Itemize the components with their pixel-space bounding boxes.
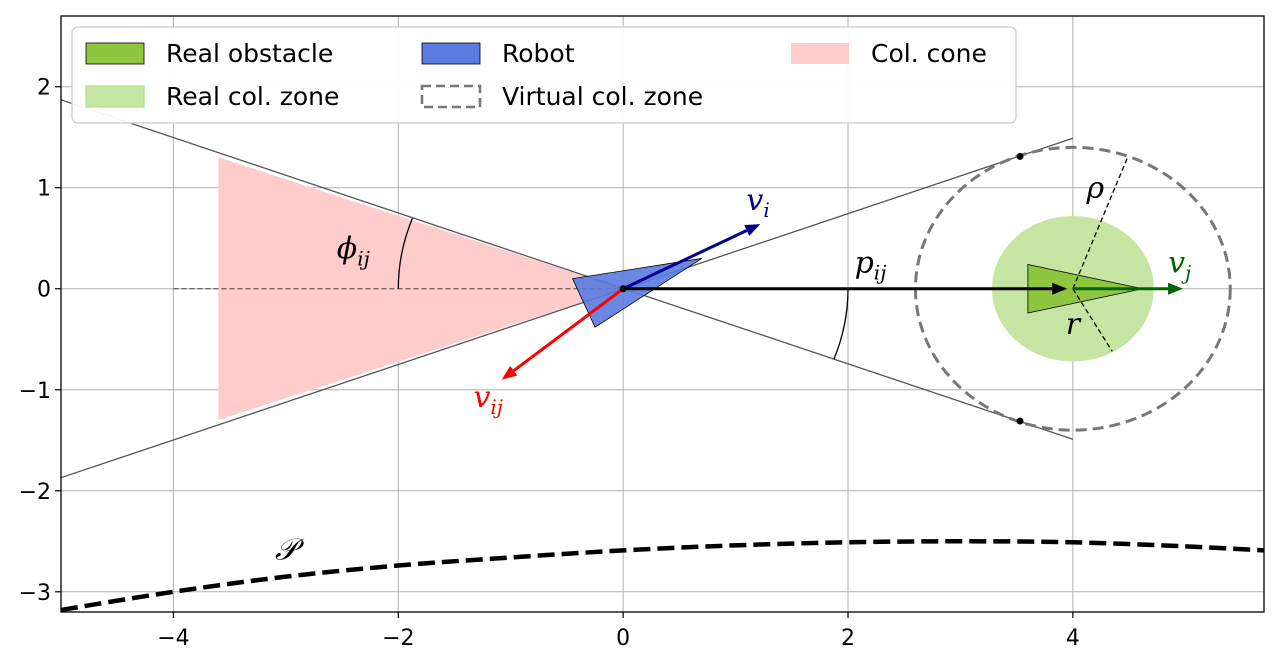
angle-arc-phi: [397, 217, 414, 289]
label-path: 𝒫: [275, 532, 305, 567]
plot-area: vi vij pij vj ρ r ϕij 𝒫: [61, 99, 1264, 612]
robot-center: [619, 285, 627, 293]
y-tick-label: −2: [19, 480, 51, 505]
label-phi_ij: ϕij: [337, 231, 370, 270]
legend-swatch-virtual-col-zone: [420, 84, 482, 109]
vector-head-p_ij: [1052, 282, 1068, 295]
tangent-point: [1016, 152, 1024, 160]
vector-head-v_ij: [501, 365, 518, 380]
vector-head-v_i: [744, 224, 761, 236]
legend-swatch-real-obstacle: [85, 42, 145, 65]
tangent-line: [61, 137, 1074, 479]
label-r: r: [1066, 307, 1082, 342]
vector-v_i: [622, 229, 748, 291]
legend-label-robot: Robot: [502, 39, 575, 68]
axis-ticks: −4 −2 0 2 4 −3 −2 −1 0 1 2: [19, 76, 1080, 651]
label-p_ij: pij: [855, 246, 887, 285]
x-tick-label: −4: [157, 626, 189, 651]
label-rho: ρ: [1086, 171, 1105, 206]
legend-swatch-col-cone: [791, 43, 849, 64]
y-tick-label: 2: [37, 76, 51, 101]
x-tick-label: −2: [382, 626, 414, 651]
path-curve: [61, 539, 1264, 612]
legend-swatch-real-col-zone: [85, 85, 145, 108]
legend-label-col-cone: Col. cone: [871, 39, 987, 68]
radius-line-r: [1072, 288, 1113, 352]
y-tick-label: −3: [19, 581, 51, 606]
tangent-point: [1016, 417, 1024, 425]
legend-swatch-robot: [421, 42, 481, 65]
legend-label-real-col-zone: Real col. zone: [166, 82, 339, 111]
legend-label-virtual-col-zone: Virtual col. zone: [502, 82, 703, 111]
x-tick-label: 4: [1066, 626, 1080, 651]
legend-frame: [71, 26, 1017, 124]
vector-head-v_j: [1168, 282, 1184, 295]
y-tick-label: −1: [19, 379, 51, 404]
y-tick-label: 0: [37, 278, 51, 303]
label-v_j: vj: [1168, 246, 1191, 285]
axes-frame: [60, 15, 1265, 613]
x-tick-label: 0: [616, 626, 630, 651]
angle-arc-right: [833, 288, 849, 360]
legend: Real obstacle Robot Col. cone Real col. …: [71, 26, 1017, 124]
tangent-line: [61, 99, 1074, 440]
collision-cone: [218, 157, 624, 421]
vector-v_ij: [512, 287, 625, 372]
robot-triangle: [571, 258, 703, 328]
label-v_ij: vij: [473, 380, 503, 419]
legend-label-real-obstacle: Real obstacle: [166, 39, 333, 68]
x-tick-label: 2: [841, 626, 855, 651]
y-tick-label: 1: [37, 177, 51, 202]
label-v_i: vi: [746, 183, 769, 222]
